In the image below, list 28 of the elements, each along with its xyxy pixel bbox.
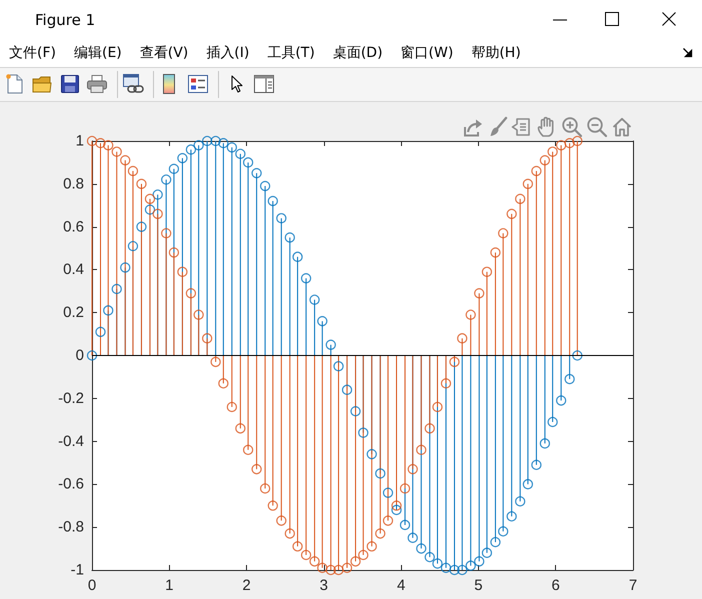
- text: 桌面(D): [332, 44, 383, 63]
- y-tick-label: 0.6: [63, 218, 84, 236]
- text: 查看(V): [140, 44, 188, 63]
- x-tick-label: 4: [396, 577, 406, 594]
- text: 窗口(W): [400, 44, 454, 63]
- text: 帮助(H): [471, 44, 521, 63]
- text: 文件(F): [9, 44, 56, 63]
- x-tick-label: 3: [320, 577, 328, 594]
- y-tick-label: -0.6: [58, 476, 84, 493]
- y-tick-label: -0.4: [58, 432, 84, 450]
- text: 插入(I): [206, 44, 250, 63]
- text: 工具(T): [267, 44, 315, 63]
- y-tick-label: -0.2: [58, 390, 84, 407]
- y-tick-label: 0: [76, 347, 84, 364]
- text: 编辑(E): [74, 44, 122, 63]
- x-tick-label: 0: [88, 577, 96, 594]
- y-tick-label: -0.8: [58, 518, 84, 536]
- y-tick-label: 0.2: [63, 304, 84, 322]
- y-tick-label: 0.8: [63, 175, 84, 192]
- y-tick-label: -1: [70, 562, 84, 578]
- caption: Figure 1: [35, 10, 96, 30]
- y-tick-label: 0.4: [63, 261, 84, 278]
- x-tick-label: 6: [552, 577, 560, 594]
- x-tick-label: 2: [242, 577, 251, 594]
- y-tick-label: 1: [76, 132, 84, 150]
- x-tick-label: 1: [165, 577, 174, 594]
- x-tick-label: 5: [474, 577, 483, 594]
- x-tick-label: 7: [628, 577, 638, 594]
